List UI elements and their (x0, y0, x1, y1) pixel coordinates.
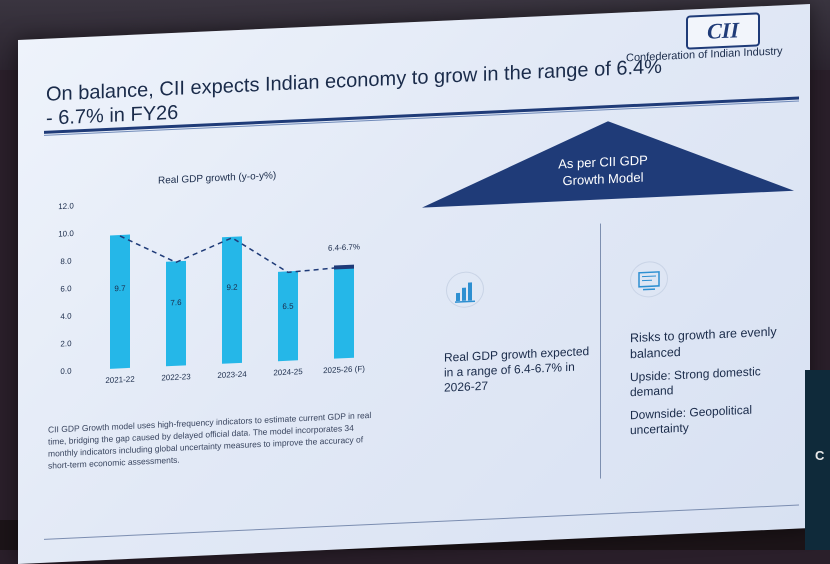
y-tick-label: 10.0 (58, 229, 74, 239)
cii-logo: CII (686, 12, 760, 49)
gdp-bar (166, 261, 186, 366)
gdp-growth-chart: 0.0 2.0 4.0 6.0 8.0 10.0 12.0 9.7 2021-22 7.6 2022… (48, 181, 388, 421)
bar-value-label: 9.2 (226, 283, 238, 293)
bar-value-label: 7.6 (170, 298, 182, 308)
column-divider (600, 224, 601, 479)
growth-expectation: Real GDP growth expected in a range of 6… (444, 344, 594, 396)
bar-value-label: 6.4-6.7% (328, 242, 360, 252)
gdp-bar (110, 235, 130, 369)
risk-heading: Risks to growth are evenly balanced (630, 322, 800, 362)
x-category-label: 2021-22 (105, 375, 135, 385)
document-check-icon (630, 260, 668, 298)
y-tick-label: 6.0 (60, 284, 72, 294)
gdp-bar (278, 271, 298, 361)
y-tick-label: 2.0 (60, 339, 72, 349)
y-tick-label: 4.0 (60, 312, 72, 322)
y-tick-label: 8.0 (60, 257, 72, 267)
bar-value-label: 9.7 (114, 284, 126, 294)
y-tick-label: 12.0 (58, 201, 74, 211)
x-category-label: 2023-24 (217, 370, 247, 380)
x-category-label: 2022-23 (161, 372, 191, 382)
adjacent-screen: C (805, 370, 830, 550)
y-tick-label: 0.0 (60, 367, 72, 377)
x-category-label: 2025-26 (F) (323, 364, 365, 375)
gdp-bar (222, 236, 242, 363)
risk-downside: Downside: Geopolitical uncertainty (630, 400, 800, 438)
presentation-slide: On balance, CII expects Indian economy t… (18, 4, 810, 564)
risk-upside: Upside: Strong domestic demand (630, 362, 800, 400)
chart-title: Real GDP growth (y-o-y%) (158, 170, 276, 186)
gdp-bar (334, 266, 354, 359)
model-label: As per CII GDP Growth Model (538, 150, 668, 190)
org-name: Confederation of Indian Industry (626, 45, 783, 64)
bar-chart-icon (446, 271, 484, 309)
bar-value-label: 6.5 (282, 302, 294, 312)
x-category-label: 2024-25 (273, 367, 303, 377)
edge-letter: C (815, 448, 824, 463)
